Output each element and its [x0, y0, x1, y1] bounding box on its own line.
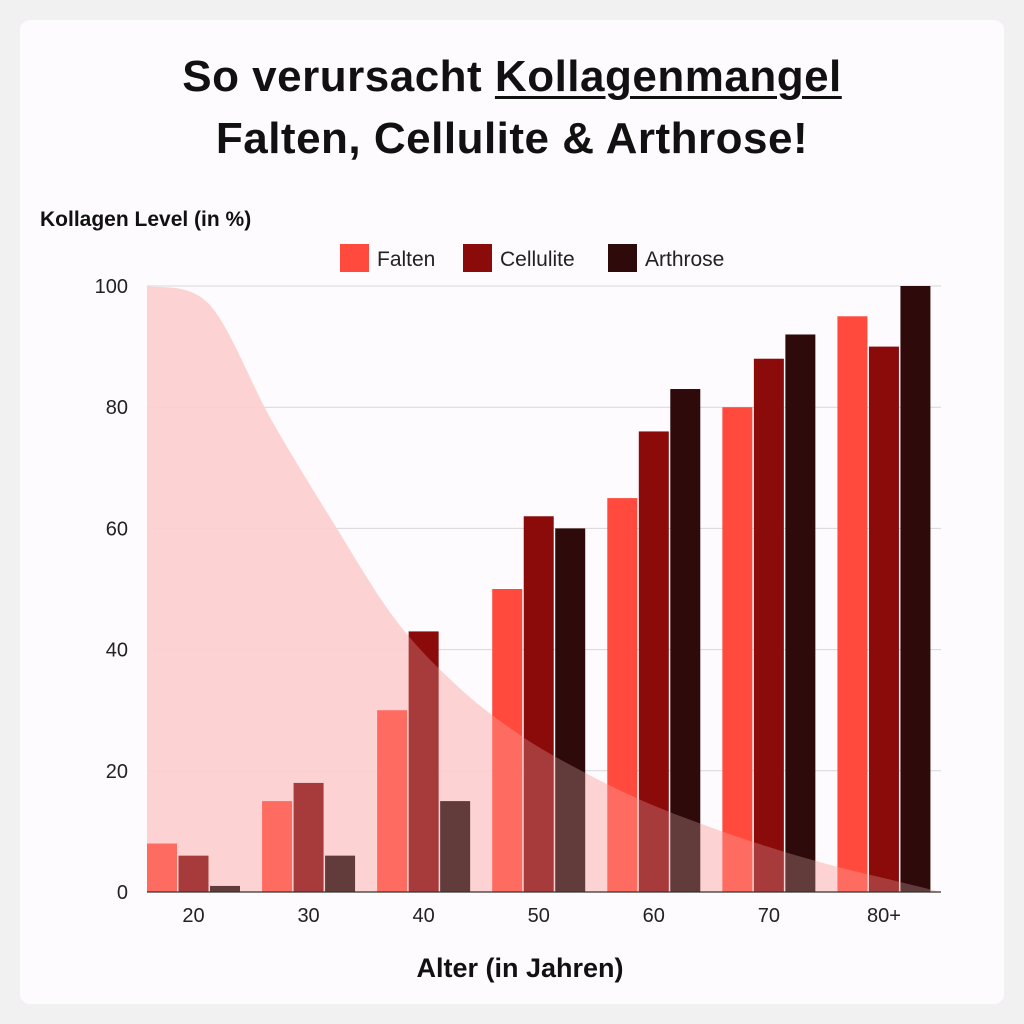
bar-cellulite-50 — [523, 516, 554, 892]
y-tick-label: 0 — [117, 882, 128, 904]
x-tick-label: 70 — [758, 905, 780, 927]
y-tick-label: 80 — [106, 397, 128, 419]
bar-arthrose-80+ — [900, 286, 931, 892]
y-tick-label: 40 — [106, 640, 128, 662]
legend-swatch-cellulite — [463, 244, 492, 272]
bar-falten-60 — [607, 498, 638, 892]
x-tick-label: 40 — [413, 905, 435, 927]
bar-arthrose-50 — [555, 528, 586, 892]
collagen-level-overlay — [147, 286, 941, 892]
bar-cellulite-80+ — [868, 346, 899, 893]
y-tick-label: 60 — [106, 518, 128, 540]
bar-falten-30 — [262, 801, 293, 892]
bar-arthrose-30 — [325, 855, 356, 892]
bar-cellulite-60 — [638, 431, 669, 892]
bars — [147, 286, 931, 893]
bar-cellulite-20 — [178, 855, 209, 892]
bar-cellulite-40 — [408, 631, 439, 892]
x-tick-label: 60 — [643, 905, 665, 927]
collagen-level-area — [147, 286, 941, 892]
x-tick-label: 50 — [528, 905, 550, 927]
bar-arthrose-40 — [440, 801, 471, 892]
y-tick-label: 100 — [95, 276, 128, 298]
bar-falten-50 — [492, 589, 523, 892]
bar-arthrose-20 — [210, 885, 240, 892]
y-axis-label: Kollagen Level (in %) — [40, 208, 251, 231]
legend-label-falten: Falten — [377, 248, 435, 271]
x-tick-label: 20 — [182, 905, 204, 927]
bar-arthrose-60 — [670, 389, 701, 892]
legend: Falten Cellulite Arthrose — [340, 244, 724, 272]
legend-swatch-falten — [340, 244, 369, 272]
page-title: So verursacht Kollagenmangel Falten, Cel… — [0, 46, 1024, 170]
title-line-1: So verursacht Kollagenmangel — [0, 46, 1024, 108]
bar-falten-20 — [147, 843, 177, 892]
bar-cellulite-30 — [293, 782, 324, 892]
legend-swatch-arthrose — [608, 244, 637, 272]
legend-label-arthrose: Arthrose — [645, 248, 724, 271]
title-line-2: Falten, Cellulite & Arthrose! — [215, 114, 809, 163]
y-tick-label: 20 — [106, 761, 128, 783]
legend-label-cellulite: Cellulite — [500, 248, 575, 271]
bar-falten-80+ — [837, 316, 868, 892]
title-emphasis: Kollagenmangel — [494, 52, 842, 101]
bar-arthrose-70 — [785, 334, 816, 893]
x-tick-label: 30 — [297, 905, 319, 927]
bar-cellulite-70 — [753, 358, 784, 893]
bar-falten-70 — [722, 407, 753, 892]
x-tick-label: 80+ — [867, 905, 901, 927]
x-axis-label: Alter (in Jahren) — [416, 953, 623, 983]
title-prefix: So verursacht — [182, 52, 495, 101]
bar-falten-40 — [377, 710, 408, 892]
